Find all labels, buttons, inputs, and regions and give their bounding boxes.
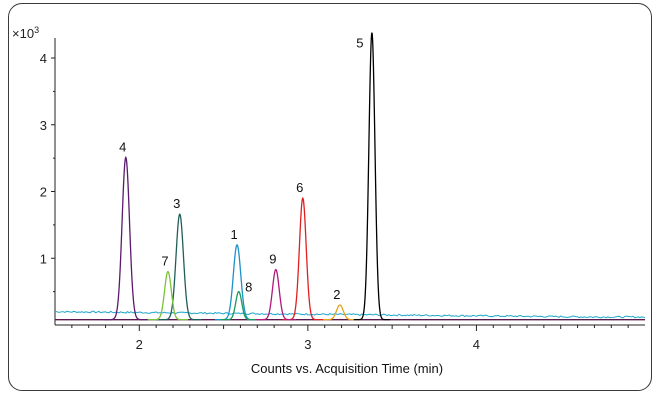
- traces: [54, 32, 646, 321]
- y-multiplier: ×103: [12, 25, 39, 41]
- peak-label-3: 3: [173, 196, 180, 211]
- background-trace: [54, 310, 646, 319]
- peak-label-7: 7: [161, 254, 168, 269]
- y-tick-label: 3: [40, 118, 47, 133]
- peak-4-trace: [103, 155, 148, 321]
- axes: [54, 38, 645, 326]
- peak-labels: 1 2 3 4 5 6 7 8 9: [119, 36, 363, 302]
- peak-9-trace: [255, 268, 297, 321]
- peak-label-8: 8: [245, 280, 252, 295]
- y-tick-label: 1: [40, 251, 47, 266]
- y-tick-label: 4: [40, 51, 47, 66]
- x-tick-label: 2: [136, 337, 143, 352]
- peak-label-1: 1: [230, 227, 237, 242]
- y-multiplier-exponent: 3: [34, 25, 39, 35]
- y-tick-label: 2: [40, 185, 47, 200]
- peak-5-trace: [353, 32, 391, 321]
- peak-label-2: 2: [333, 287, 340, 302]
- peak-label-4: 4: [119, 139, 126, 154]
- peak-6-trace: [282, 196, 324, 321]
- x-tick-label: 4: [473, 337, 480, 352]
- y-multiplier-base: ×10: [12, 26, 34, 41]
- peak-label-9: 9: [269, 252, 276, 267]
- peak-label-5: 5: [356, 36, 363, 51]
- peak-label-6: 6: [296, 180, 303, 195]
- peak-2-trace: [319, 304, 361, 321]
- peak-8-trace: [220, 290, 257, 321]
- ticks: 1 2 3 4 2 3 4: [40, 51, 629, 352]
- x-axis-title: Counts vs. Acquisition Time (min): [251, 361, 443, 376]
- chart-frame: [8, 3, 652, 391]
- peak-7-trace: [147, 270, 189, 321]
- x-tick-label: 3: [304, 337, 311, 352]
- peak-3-trace: [157, 213, 202, 321]
